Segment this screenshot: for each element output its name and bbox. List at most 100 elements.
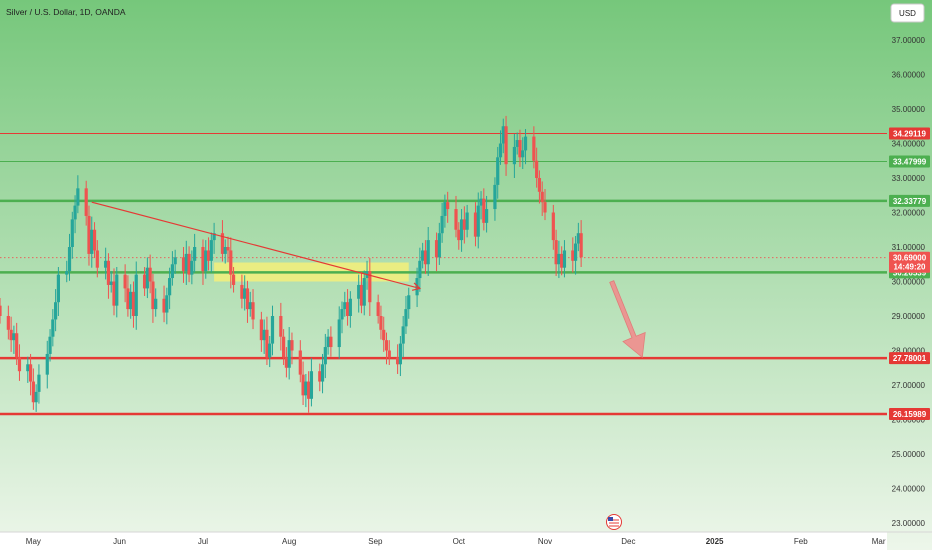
candle[interactable] xyxy=(245,280,250,323)
candle[interactable] xyxy=(326,329,330,355)
candle[interactable] xyxy=(454,195,458,238)
candle[interactable] xyxy=(37,364,41,404)
candle[interactable] xyxy=(368,258,372,316)
candle[interactable] xyxy=(223,239,227,264)
candle[interactable] xyxy=(204,240,208,279)
candle[interactable] xyxy=(187,246,191,283)
candle[interactable] xyxy=(142,267,147,296)
candle[interactable] xyxy=(129,284,133,319)
candle[interactable] xyxy=(484,195,489,233)
candle[interactable] xyxy=(109,271,113,293)
candle[interactable] xyxy=(151,273,155,323)
candle[interactable] xyxy=(437,222,441,265)
projection-down-arrow[interactable] xyxy=(609,280,646,359)
candle[interactable] xyxy=(134,261,138,330)
candle[interactable] xyxy=(396,344,400,374)
candle[interactable] xyxy=(201,239,205,285)
candle[interactable] xyxy=(446,191,450,223)
candle[interactable] xyxy=(84,180,88,226)
candle[interactable] xyxy=(301,361,305,406)
candle[interactable] xyxy=(337,306,341,359)
candle[interactable] xyxy=(251,289,255,330)
candle[interactable] xyxy=(123,264,127,303)
candle[interactable] xyxy=(193,233,197,273)
candle[interactable] xyxy=(220,220,225,262)
candle[interactable] xyxy=(67,233,72,281)
candle[interactable] xyxy=(560,246,564,276)
candle[interactable] xyxy=(496,146,500,199)
candle[interactable] xyxy=(551,204,555,250)
candle[interactable] xyxy=(307,371,311,413)
candle[interactable] xyxy=(309,358,314,407)
candle[interactable] xyxy=(423,240,428,274)
candle[interactable] xyxy=(248,291,252,317)
candle[interactable] xyxy=(240,274,244,309)
candle[interactable] xyxy=(12,325,16,354)
time-axis-panel[interactable] xyxy=(0,532,887,550)
candle[interactable] xyxy=(540,181,544,216)
candle[interactable] xyxy=(54,289,58,332)
candle[interactable] xyxy=(479,191,483,220)
candle[interactable] xyxy=(154,288,158,317)
candle[interactable] xyxy=(287,327,291,380)
candle[interactable] xyxy=(537,170,542,204)
candle[interactable] xyxy=(162,285,166,323)
candle[interactable] xyxy=(304,373,308,408)
candle[interactable] xyxy=(92,222,97,259)
candle[interactable] xyxy=(28,353,33,396)
candle[interactable] xyxy=(95,240,99,278)
candle[interactable] xyxy=(398,336,403,377)
candle[interactable] xyxy=(26,356,30,383)
candle[interactable] xyxy=(226,236,230,263)
candle[interactable] xyxy=(45,340,49,389)
candle[interactable] xyxy=(404,295,408,334)
candle[interactable] xyxy=(498,130,503,165)
candle[interactable] xyxy=(265,316,269,365)
candle[interactable] xyxy=(259,311,263,352)
candle[interactable] xyxy=(387,340,391,365)
candle[interactable] xyxy=(504,115,508,176)
candle[interactable] xyxy=(459,209,464,252)
candle[interactable] xyxy=(126,275,130,317)
candle[interactable] xyxy=(443,194,447,228)
candle[interactable] xyxy=(554,229,558,276)
candle[interactable] xyxy=(384,332,389,365)
candle[interactable] xyxy=(48,329,52,362)
candle[interactable] xyxy=(168,267,172,310)
candle[interactable] xyxy=(376,294,380,324)
candle[interactable] xyxy=(382,316,386,352)
candle[interactable] xyxy=(0,298,2,324)
candle[interactable] xyxy=(51,309,55,347)
candle[interactable] xyxy=(17,344,22,381)
candle[interactable] xyxy=(493,177,497,221)
candle[interactable] xyxy=(268,336,272,368)
candle[interactable] xyxy=(184,240,188,285)
candle[interactable] xyxy=(329,326,333,357)
candle[interactable] xyxy=(106,253,111,299)
candle[interactable] xyxy=(206,237,211,271)
candle[interactable] xyxy=(543,189,547,221)
candle[interactable] xyxy=(9,316,13,352)
candle[interactable] xyxy=(434,232,439,272)
candle[interactable] xyxy=(112,268,116,316)
candle[interactable] xyxy=(70,211,74,259)
candle[interactable] xyxy=(209,232,213,273)
candle[interactable] xyxy=(457,222,461,250)
currency-button[interactable]: USD xyxy=(890,3,925,23)
candle[interactable] xyxy=(515,132,519,155)
candle[interactable] xyxy=(270,305,275,356)
candle[interactable] xyxy=(576,222,580,252)
candle[interactable] xyxy=(73,195,77,234)
candle[interactable] xyxy=(462,206,466,244)
candle[interactable] xyxy=(76,175,80,214)
candle[interactable] xyxy=(407,287,411,319)
candle[interactable] xyxy=(231,267,236,293)
trendline[interactable] xyxy=(91,201,421,289)
candle[interactable] xyxy=(501,118,505,154)
candle[interactable] xyxy=(426,226,430,276)
candle[interactable] xyxy=(482,188,486,231)
candle[interactable] xyxy=(562,240,567,278)
candle[interactable] xyxy=(532,126,536,169)
